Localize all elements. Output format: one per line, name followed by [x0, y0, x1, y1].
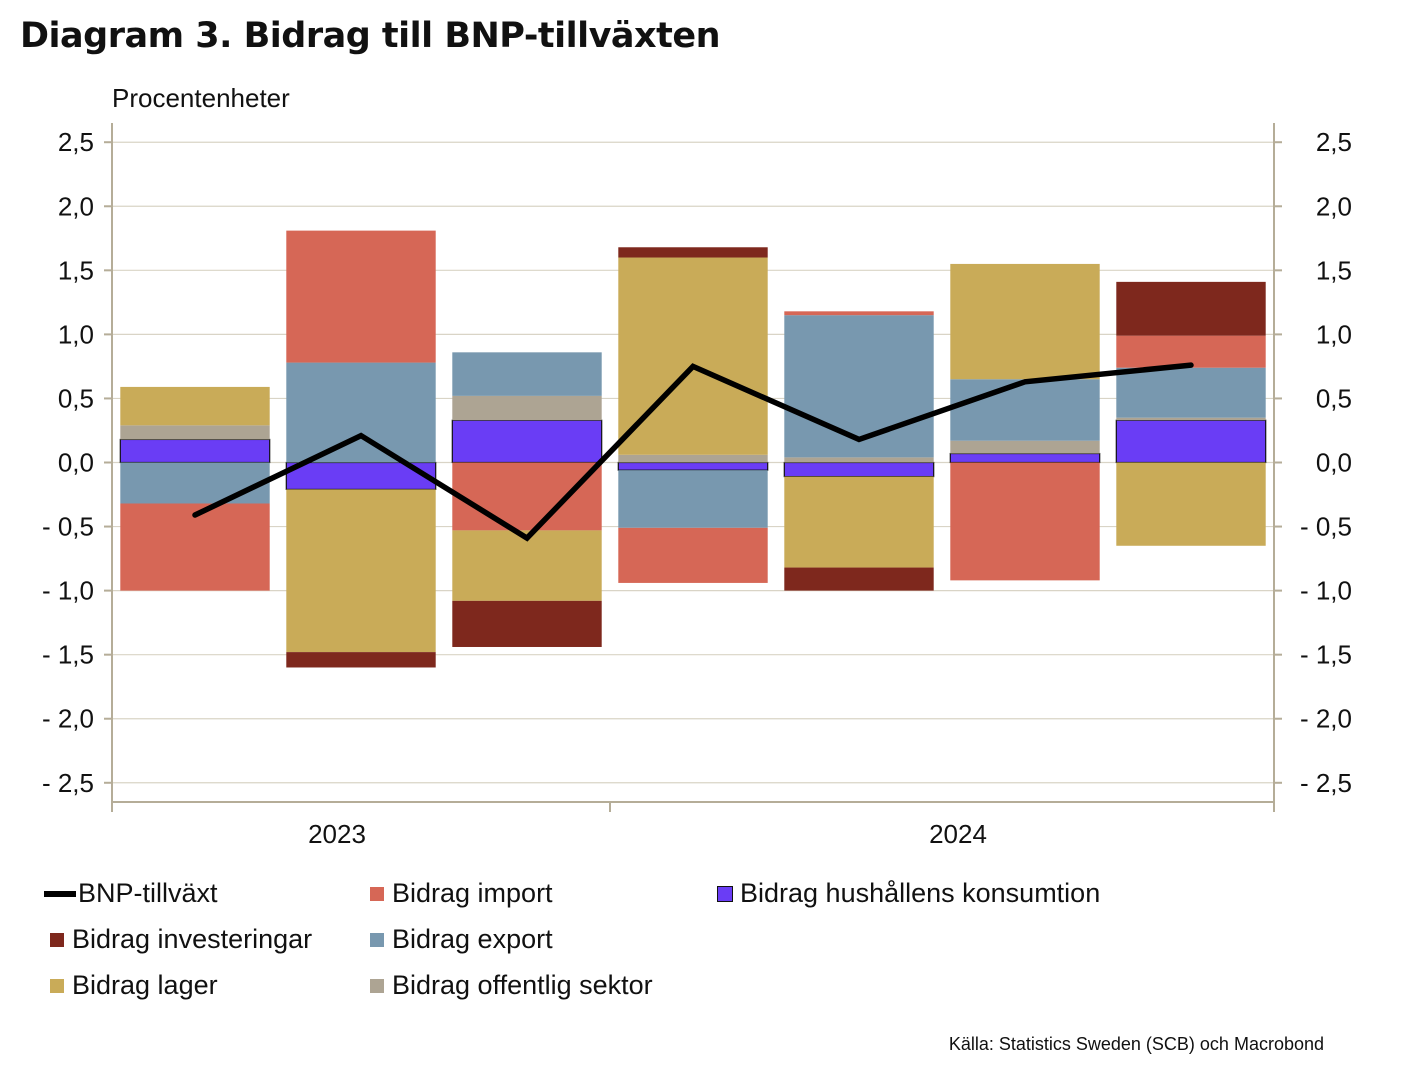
- bar-segment: [1116, 462, 1266, 546]
- legend-swatch: [370, 978, 384, 993]
- legend-label: Bidrag hushållens konsumtion: [740, 878, 1101, 908]
- y-tick-label-right: - 1,0: [1300, 576, 1352, 606]
- bar-segment: [784, 476, 934, 568]
- x-tick-label-2023: 2023: [308, 819, 366, 849]
- y-tick-label-left: - 2,5: [42, 768, 94, 798]
- bar-segment: [784, 315, 934, 458]
- y-tick-label-right: - 0,5: [1300, 512, 1352, 542]
- bar-segment: [119, 438, 271, 464]
- y-tick-label-left: 1,5: [58, 255, 94, 285]
- bar-segment: [784, 567, 934, 591]
- bar-segment: [617, 461, 769, 471]
- y-tick-label-right: 0,5: [1316, 383, 1352, 413]
- y-tick-label-left: 1,0: [58, 319, 94, 349]
- bar-segment: [950, 462, 1100, 581]
- y-tick-label-left: - 2,0: [42, 704, 94, 734]
- source-note: Källa: Statistics Sweden (SCB) och Macro…: [948, 1034, 1324, 1054]
- legend-item-offentlig-sektor: Bidrag offentlig sektor: [370, 970, 653, 1001]
- y-tick-label-right: 2,0: [1316, 191, 1352, 221]
- bar-segment: [451, 419, 603, 464]
- chart-legend: BNP-tillväxt Bidrag import Bidrag hushål…: [44, 878, 1344, 1018]
- legend-item-lager: Bidrag lager: [50, 970, 218, 1001]
- bar-segment: [286, 230, 436, 363]
- legend-swatch-line: [44, 890, 76, 897]
- legend-label: Bidrag offentlig sektor: [392, 970, 653, 1000]
- bar-segment: [784, 457, 934, 463]
- legend-label: Bidrag export: [392, 924, 553, 954]
- y-tick-label-left: 0,5: [58, 383, 94, 413]
- legend-item-hushallens-konsumtion: Bidrag hushållens konsumtion: [717, 878, 1101, 909]
- legend-label: Bidrag import: [392, 878, 553, 908]
- bar-segment: [120, 425, 270, 440]
- y-tick-label-right: - 2,5: [1300, 768, 1352, 798]
- legend-swatch: [370, 886, 384, 901]
- bar-segment: [120, 462, 270, 504]
- bar-segment: [452, 462, 602, 531]
- y-tick-label-left: - 1,5: [42, 640, 94, 670]
- legend-item-investeringar: Bidrag investeringar: [50, 924, 312, 955]
- legend-swatch: [717, 885, 733, 902]
- y-tick-label-right: 2,5: [1316, 127, 1352, 157]
- bar-segment: [784, 311, 934, 316]
- bar-segment: [286, 652, 436, 668]
- legend-swatch: [50, 932, 64, 947]
- y-axis-unit-label: Procentenheter: [112, 83, 290, 113]
- bar-segment: [618, 527, 768, 583]
- bar-segment: [950, 263, 1100, 380]
- bar-segment: [286, 362, 436, 463]
- y-tick-label-right: 0,0: [1316, 448, 1352, 478]
- legend-item-import: Bidrag import: [370, 878, 553, 909]
- bar-segment: [950, 379, 1100, 441]
- y-tick-label-left: - 0,5: [42, 512, 94, 542]
- legend-item-bnp-tillvaxt: BNP-tillväxt: [44, 878, 218, 909]
- bar-segment: [1115, 419, 1267, 464]
- bar-segment: [949, 452, 1101, 464]
- bar-segment: [1116, 281, 1266, 336]
- y-tick-label-left: 0,0: [58, 448, 94, 478]
- legend-label: Bidrag investeringar: [72, 924, 313, 954]
- bar-segment: [783, 461, 935, 478]
- bnp-contribution-chart: 2,5 2,5 2,0 2,0 1,5 1,5 1,0 1,0 0,5 0,5 0,0 0,0 - 0,…: [42, 123, 1352, 849]
- bnp-growth-line: [192, 362, 1194, 542]
- bar-segment: [452, 395, 602, 421]
- y-tick-label-left: - 1,0: [42, 576, 94, 606]
- bar-segment: [452, 600, 602, 647]
- bar-segment: [452, 530, 602, 601]
- bar-segment: [1116, 367, 1266, 418]
- legend-swatch: [50, 978, 64, 993]
- bar-segment: [1116, 335, 1266, 368]
- legend-label: BNP-tillväxt: [78, 878, 218, 908]
- legend-label: Bidrag lager: [72, 970, 218, 1000]
- bar-segment: [618, 454, 768, 463]
- y-tick-label-right: - 1,5: [1300, 640, 1352, 670]
- bar-segment: [120, 386, 270, 426]
- x-tick-label-2024: 2024: [929, 819, 987, 849]
- legend-swatch: [370, 932, 384, 947]
- bar-segment: [1116, 417, 1266, 421]
- y-tick-label-left: 2,0: [58, 191, 94, 221]
- y-tick-label-right: 1,5: [1316, 255, 1352, 285]
- y-tick-label-right: 1,0: [1316, 319, 1352, 349]
- bar-segment: [618, 247, 768, 258]
- bar-segment: [452, 352, 602, 396]
- bar-segment: [950, 440, 1100, 454]
- y-tick-label-right: - 2,0: [1300, 704, 1352, 734]
- bar-segment: [618, 470, 768, 528]
- chart-title: Diagram 3. Bidrag till BNP-tillväxten: [20, 16, 721, 56]
- legend-item-export: Bidrag export: [370, 924, 553, 955]
- y-tick-label-left: 2,5: [58, 127, 94, 157]
- bar-segment: [120, 503, 270, 591]
- bar-segment: [286, 489, 436, 653]
- bar-segment: [618, 257, 768, 455]
